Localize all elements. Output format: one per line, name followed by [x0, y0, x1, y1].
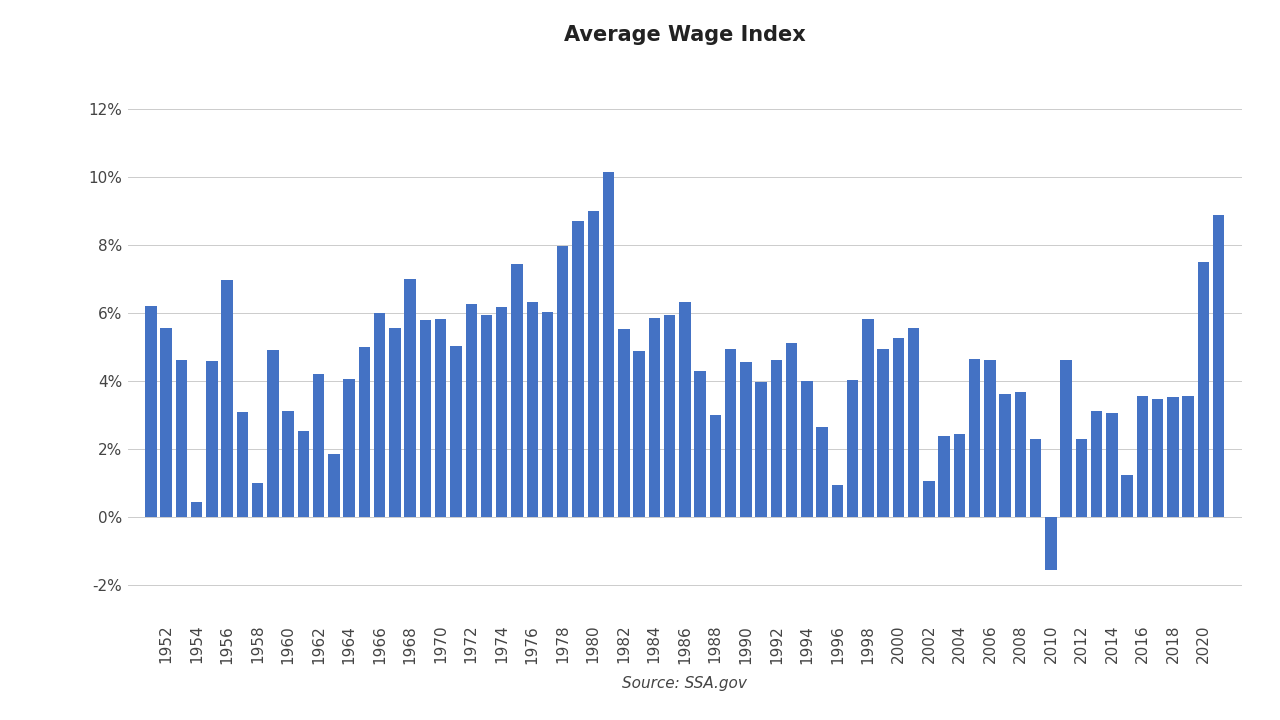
Bar: [664, 315, 676, 517]
Bar: [1152, 400, 1164, 517]
Bar: [160, 328, 172, 517]
Bar: [680, 302, 690, 517]
Bar: [497, 307, 507, 517]
Bar: [145, 307, 156, 517]
Bar: [1000, 394, 1011, 517]
Bar: [694, 372, 705, 517]
Bar: [1075, 438, 1087, 517]
Bar: [954, 433, 965, 517]
Bar: [724, 349, 736, 517]
Bar: [252, 483, 264, 517]
Bar: [328, 454, 339, 517]
Bar: [481, 315, 493, 517]
Bar: [1137, 396, 1148, 517]
Bar: [1015, 392, 1027, 517]
Bar: [984, 360, 996, 517]
Bar: [268, 351, 279, 517]
Bar: [420, 320, 431, 517]
Bar: [771, 359, 782, 517]
Bar: [1183, 395, 1194, 517]
Bar: [466, 304, 477, 517]
Text: Source: SSA.gov: Source: SSA.gov: [622, 675, 748, 690]
Bar: [817, 426, 828, 517]
Bar: [1121, 474, 1133, 517]
Bar: [1198, 262, 1210, 517]
Bar: [541, 312, 553, 517]
Bar: [237, 413, 248, 517]
Bar: [786, 343, 797, 517]
Bar: [801, 381, 813, 517]
Bar: [832, 485, 844, 517]
Bar: [847, 380, 859, 517]
Bar: [877, 348, 888, 517]
Bar: [923, 481, 934, 517]
Bar: [557, 246, 568, 517]
Bar: [314, 374, 324, 517]
Bar: [298, 431, 310, 517]
Bar: [1030, 438, 1042, 517]
Bar: [221, 280, 233, 517]
Bar: [1213, 215, 1225, 517]
Title: Average Wage Index: Average Wage Index: [564, 25, 805, 45]
Bar: [603, 172, 614, 517]
Bar: [175, 359, 187, 517]
Bar: [191, 502, 202, 517]
Bar: [526, 302, 538, 517]
Bar: [1091, 411, 1102, 517]
Bar: [374, 312, 385, 517]
Bar: [283, 411, 294, 517]
Bar: [588, 211, 599, 517]
Bar: [634, 351, 645, 517]
Bar: [969, 359, 980, 517]
Bar: [206, 361, 218, 517]
Bar: [938, 436, 950, 517]
Bar: [892, 338, 904, 517]
Bar: [755, 382, 767, 517]
Bar: [1060, 359, 1071, 517]
Bar: [511, 264, 522, 517]
Bar: [1167, 397, 1179, 517]
Bar: [863, 319, 873, 517]
Bar: [404, 279, 416, 517]
Bar: [618, 329, 630, 517]
Bar: [649, 318, 660, 517]
Bar: [343, 379, 355, 517]
Bar: [451, 346, 462, 517]
Bar: [709, 415, 721, 517]
Bar: [358, 347, 370, 517]
Bar: [389, 328, 401, 517]
Bar: [1106, 413, 1117, 517]
Bar: [908, 328, 919, 517]
Bar: [572, 221, 584, 517]
Bar: [1046, 517, 1056, 570]
Bar: [435, 319, 447, 517]
Bar: [740, 361, 751, 517]
